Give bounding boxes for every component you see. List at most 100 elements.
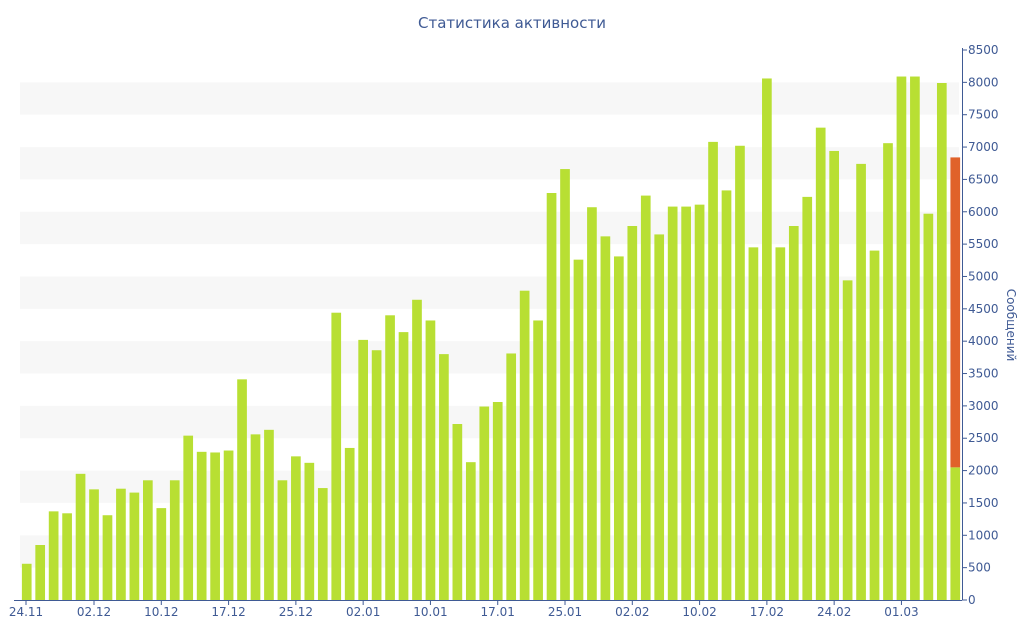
y-tick-label: 0 xyxy=(968,593,976,607)
bar xyxy=(62,513,72,600)
bar xyxy=(856,163,866,600)
bar xyxy=(412,299,422,600)
x-tick-label: 02.02 xyxy=(615,605,649,619)
bar xyxy=(546,193,557,600)
x-tick-label: 17.01 xyxy=(481,605,515,619)
bar xyxy=(694,204,705,600)
tick-labels: 0 500 1000 1500 2000 2500 3000 3500 4000 4500 5000… xyxy=(9,43,1018,619)
bar xyxy=(237,379,247,600)
bar xyxy=(910,76,920,600)
grid-band xyxy=(20,82,959,115)
x-tick-label: 25.12 xyxy=(279,605,313,619)
y-tick-label: 6500 xyxy=(968,172,999,186)
y-tick-label: 8000 xyxy=(968,75,999,89)
x-tick-label: 17.12 xyxy=(211,605,245,619)
x-tick-label: 24.11 xyxy=(9,605,43,619)
bar xyxy=(506,353,517,600)
axes xyxy=(14,48,967,605)
bar xyxy=(936,83,947,600)
bar xyxy=(708,141,718,600)
bar xyxy=(869,250,880,600)
bar xyxy=(883,143,893,601)
x-tick-label: 10.12 xyxy=(144,605,178,619)
bar xyxy=(587,207,597,600)
bar xyxy=(425,320,436,600)
y-tick-label: 500 xyxy=(968,561,991,575)
bar xyxy=(35,545,46,600)
bar xyxy=(681,206,691,600)
bar xyxy=(169,480,180,600)
bar xyxy=(762,78,772,601)
bar xyxy=(896,76,907,600)
bar xyxy=(156,508,167,600)
y-tick-label: 1500 xyxy=(968,496,999,510)
bar xyxy=(21,563,32,600)
bar xyxy=(492,402,503,600)
bar xyxy=(439,354,449,600)
bar xyxy=(398,332,409,600)
grid-band xyxy=(20,147,959,180)
y-tick-label: 2500 xyxy=(968,431,999,445)
bar xyxy=(129,492,140,600)
bar xyxy=(721,190,732,601)
bar xyxy=(829,150,840,601)
bar xyxy=(277,480,288,600)
y-tick-label: 7500 xyxy=(968,108,999,122)
bar xyxy=(385,315,395,600)
bar xyxy=(142,480,153,600)
y-axis-title: Сообщений xyxy=(1004,289,1018,362)
y-tick-label: 5000 xyxy=(968,269,999,283)
y-tick-label: 1000 xyxy=(968,528,999,542)
bar xyxy=(317,488,328,600)
bar xyxy=(371,350,382,600)
bar xyxy=(264,429,274,600)
bar xyxy=(304,462,315,600)
bar xyxy=(183,435,194,600)
bar xyxy=(923,213,934,601)
x-tick-label: 02.12 xyxy=(77,605,111,619)
y-tick-label: 4000 xyxy=(968,334,999,348)
x-tick-label: 17.02 xyxy=(750,605,784,619)
y-tick-label: 4500 xyxy=(968,302,999,316)
bar xyxy=(667,206,678,600)
bar xyxy=(358,339,369,600)
x-tick-label: 25.01 xyxy=(548,605,582,619)
bar xyxy=(75,473,86,600)
x-tick-label: 10.02 xyxy=(682,605,716,619)
bar xyxy=(950,467,961,600)
bar xyxy=(735,145,745,600)
bar xyxy=(627,226,638,600)
bar xyxy=(196,451,207,600)
bar xyxy=(250,434,261,600)
y-tick-label: 3500 xyxy=(968,367,999,381)
bar-highlight xyxy=(950,157,961,468)
y-tick-label: 3000 xyxy=(968,399,999,413)
bar xyxy=(654,234,665,601)
bar xyxy=(788,226,799,600)
x-tick-label: 24.02 xyxy=(817,605,851,619)
bar xyxy=(802,196,813,600)
bar xyxy=(640,195,651,600)
bars xyxy=(21,76,961,601)
bar xyxy=(533,320,543,600)
bar xyxy=(465,462,476,600)
x-tick-label: 01.03 xyxy=(884,605,918,619)
bar xyxy=(573,259,584,600)
bar xyxy=(452,424,463,600)
bar xyxy=(331,312,342,600)
bar xyxy=(748,247,759,600)
bar xyxy=(291,456,301,600)
y-tick-label: 7000 xyxy=(968,140,999,154)
bar xyxy=(116,488,126,600)
bar xyxy=(560,169,570,600)
bar xyxy=(210,452,220,600)
x-tick-label: 10.01 xyxy=(413,605,447,619)
bar xyxy=(613,256,624,600)
y-tick-label: 8500 xyxy=(968,43,999,57)
bar xyxy=(89,489,99,600)
y-tick-label: 2000 xyxy=(968,464,999,478)
y-tick-label: 6000 xyxy=(968,205,999,219)
bar xyxy=(344,447,355,600)
